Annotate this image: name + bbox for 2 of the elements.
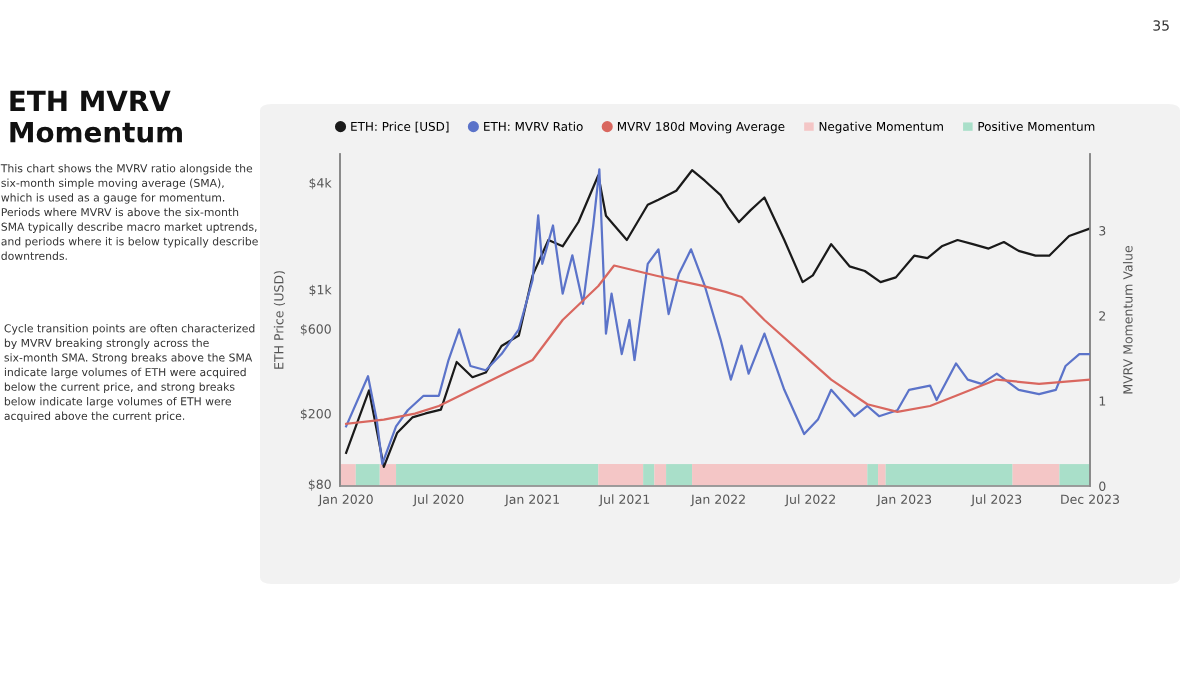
line-series (345, 264, 1090, 425)
text: ETH MVRV Momentum (10, 90, 182, 143)
